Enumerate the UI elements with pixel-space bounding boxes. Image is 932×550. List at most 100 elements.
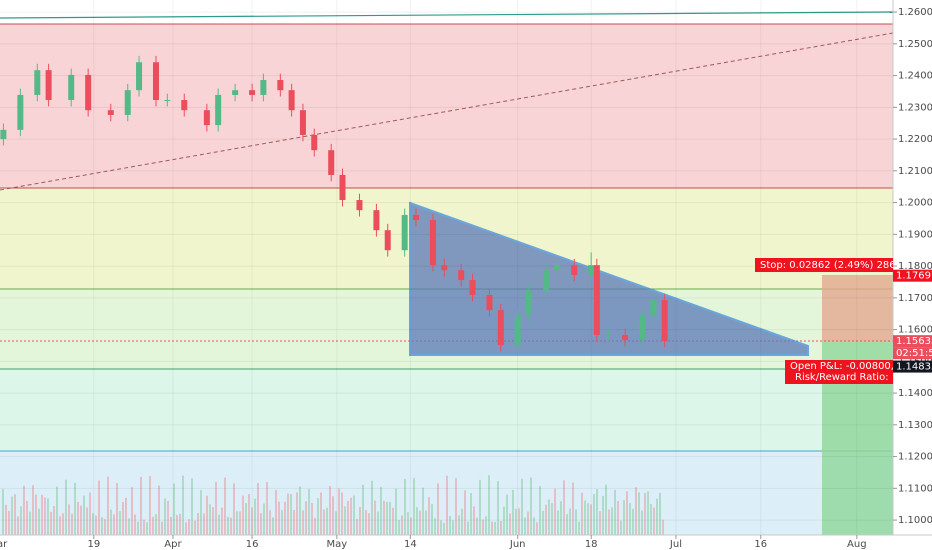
volume-decor xyxy=(572,482,574,535)
volume-decor xyxy=(458,515,460,535)
volume-decor xyxy=(323,509,325,535)
volume-decor xyxy=(569,508,571,535)
candle-body xyxy=(68,74,75,101)
volume-decor xyxy=(575,509,577,535)
volume-decor xyxy=(434,518,436,535)
volume-decor xyxy=(128,518,130,535)
volume-decor xyxy=(500,521,502,535)
volume-decor xyxy=(257,482,259,535)
volume-decor xyxy=(41,494,43,535)
volume-decor xyxy=(71,513,73,535)
volume-decor xyxy=(620,520,622,535)
volume-decor xyxy=(617,501,619,535)
volume-decor xyxy=(167,500,169,535)
volume-decor xyxy=(68,504,70,535)
volume-decor xyxy=(590,504,592,535)
volume-decor xyxy=(533,517,535,535)
volume-decor xyxy=(398,519,400,535)
volume-decor xyxy=(5,504,7,535)
volume-decor xyxy=(266,482,268,535)
volume-decor xyxy=(218,514,220,535)
volume-decor xyxy=(62,513,64,535)
volume-decor xyxy=(92,513,94,535)
candle-body xyxy=(571,265,578,275)
volume-decor xyxy=(227,516,229,535)
volume-decor xyxy=(146,522,148,535)
volume-decor xyxy=(611,507,613,535)
volume-decor xyxy=(422,487,424,535)
volume-decor xyxy=(11,496,13,535)
volume-decor xyxy=(386,501,388,535)
volume-decor xyxy=(566,514,568,535)
x-tick-label: Jun xyxy=(509,539,526,550)
candle-body xyxy=(260,80,267,95)
volume-decor xyxy=(338,488,340,535)
x-tick-label: 19 xyxy=(87,539,100,550)
volume-decor xyxy=(176,515,178,535)
x-tick-label: 16 xyxy=(754,539,767,550)
candle-body xyxy=(356,200,363,211)
trend-line xyxy=(0,11,893,19)
y-tick-label: 1.26000 xyxy=(898,7,932,18)
volume-decor xyxy=(623,500,625,535)
pnl-box xyxy=(785,360,893,384)
volume-decor xyxy=(131,487,133,535)
volume-decor xyxy=(464,490,466,535)
x-tick-label: Jul xyxy=(669,539,682,550)
volume-decor xyxy=(23,485,25,535)
volume-decor xyxy=(53,505,55,535)
volume-decor xyxy=(248,494,250,535)
volume-decor xyxy=(170,517,172,535)
volume-decor xyxy=(107,476,109,535)
y-tick-label: 1.21000 xyxy=(898,166,932,177)
volume-decor xyxy=(56,486,58,535)
y-tick-label: 1.19000 xyxy=(898,229,932,240)
candle-body xyxy=(107,110,114,115)
volume-decor xyxy=(404,478,406,535)
volume-decor xyxy=(587,503,589,535)
x-tick-label: 16 xyxy=(246,539,259,550)
price-tag-label: 1.17697 xyxy=(896,271,932,282)
volume-decor xyxy=(116,483,118,535)
volume-decor xyxy=(428,497,430,535)
volume-decor xyxy=(185,522,187,535)
volume-decor xyxy=(80,505,82,535)
volume-decor xyxy=(206,495,208,535)
volume-decor xyxy=(98,480,100,535)
volume-decor xyxy=(215,482,217,535)
volume-decor xyxy=(371,480,373,535)
volume-decor xyxy=(86,507,88,535)
volume-decor xyxy=(410,517,412,535)
volume-decor xyxy=(440,520,442,535)
candle-body xyxy=(497,310,504,346)
volume-decor xyxy=(503,506,505,535)
volume-decor xyxy=(344,506,346,535)
volume-decor xyxy=(179,513,181,535)
volume-decor xyxy=(320,492,322,535)
volume-decor xyxy=(389,501,391,535)
volume-decor xyxy=(470,493,472,535)
candle-body xyxy=(181,100,188,111)
y-tick-label: 1.11000 xyxy=(898,483,932,494)
candle-body xyxy=(401,214,408,251)
volume-decor xyxy=(65,479,67,535)
countdown: 02:51:57 xyxy=(896,348,932,359)
volume-decor xyxy=(521,478,523,535)
volume-decor xyxy=(296,492,298,535)
volume-decor xyxy=(221,507,223,535)
volume-decor xyxy=(515,508,517,535)
volume-decor xyxy=(89,492,91,535)
volume-decor xyxy=(275,490,277,535)
volume-decor xyxy=(563,480,565,535)
volume-decor xyxy=(182,475,184,535)
y-tick-label: 1.20000 xyxy=(898,198,932,209)
candle-body xyxy=(514,314,521,346)
volume-decor xyxy=(239,511,241,535)
candle-body xyxy=(288,90,295,111)
volume-decor xyxy=(443,522,445,535)
volume-decor xyxy=(2,488,4,535)
volume-decor xyxy=(494,521,496,535)
candle-body xyxy=(429,220,436,266)
y-tick-label: 1.10000 xyxy=(898,515,932,526)
